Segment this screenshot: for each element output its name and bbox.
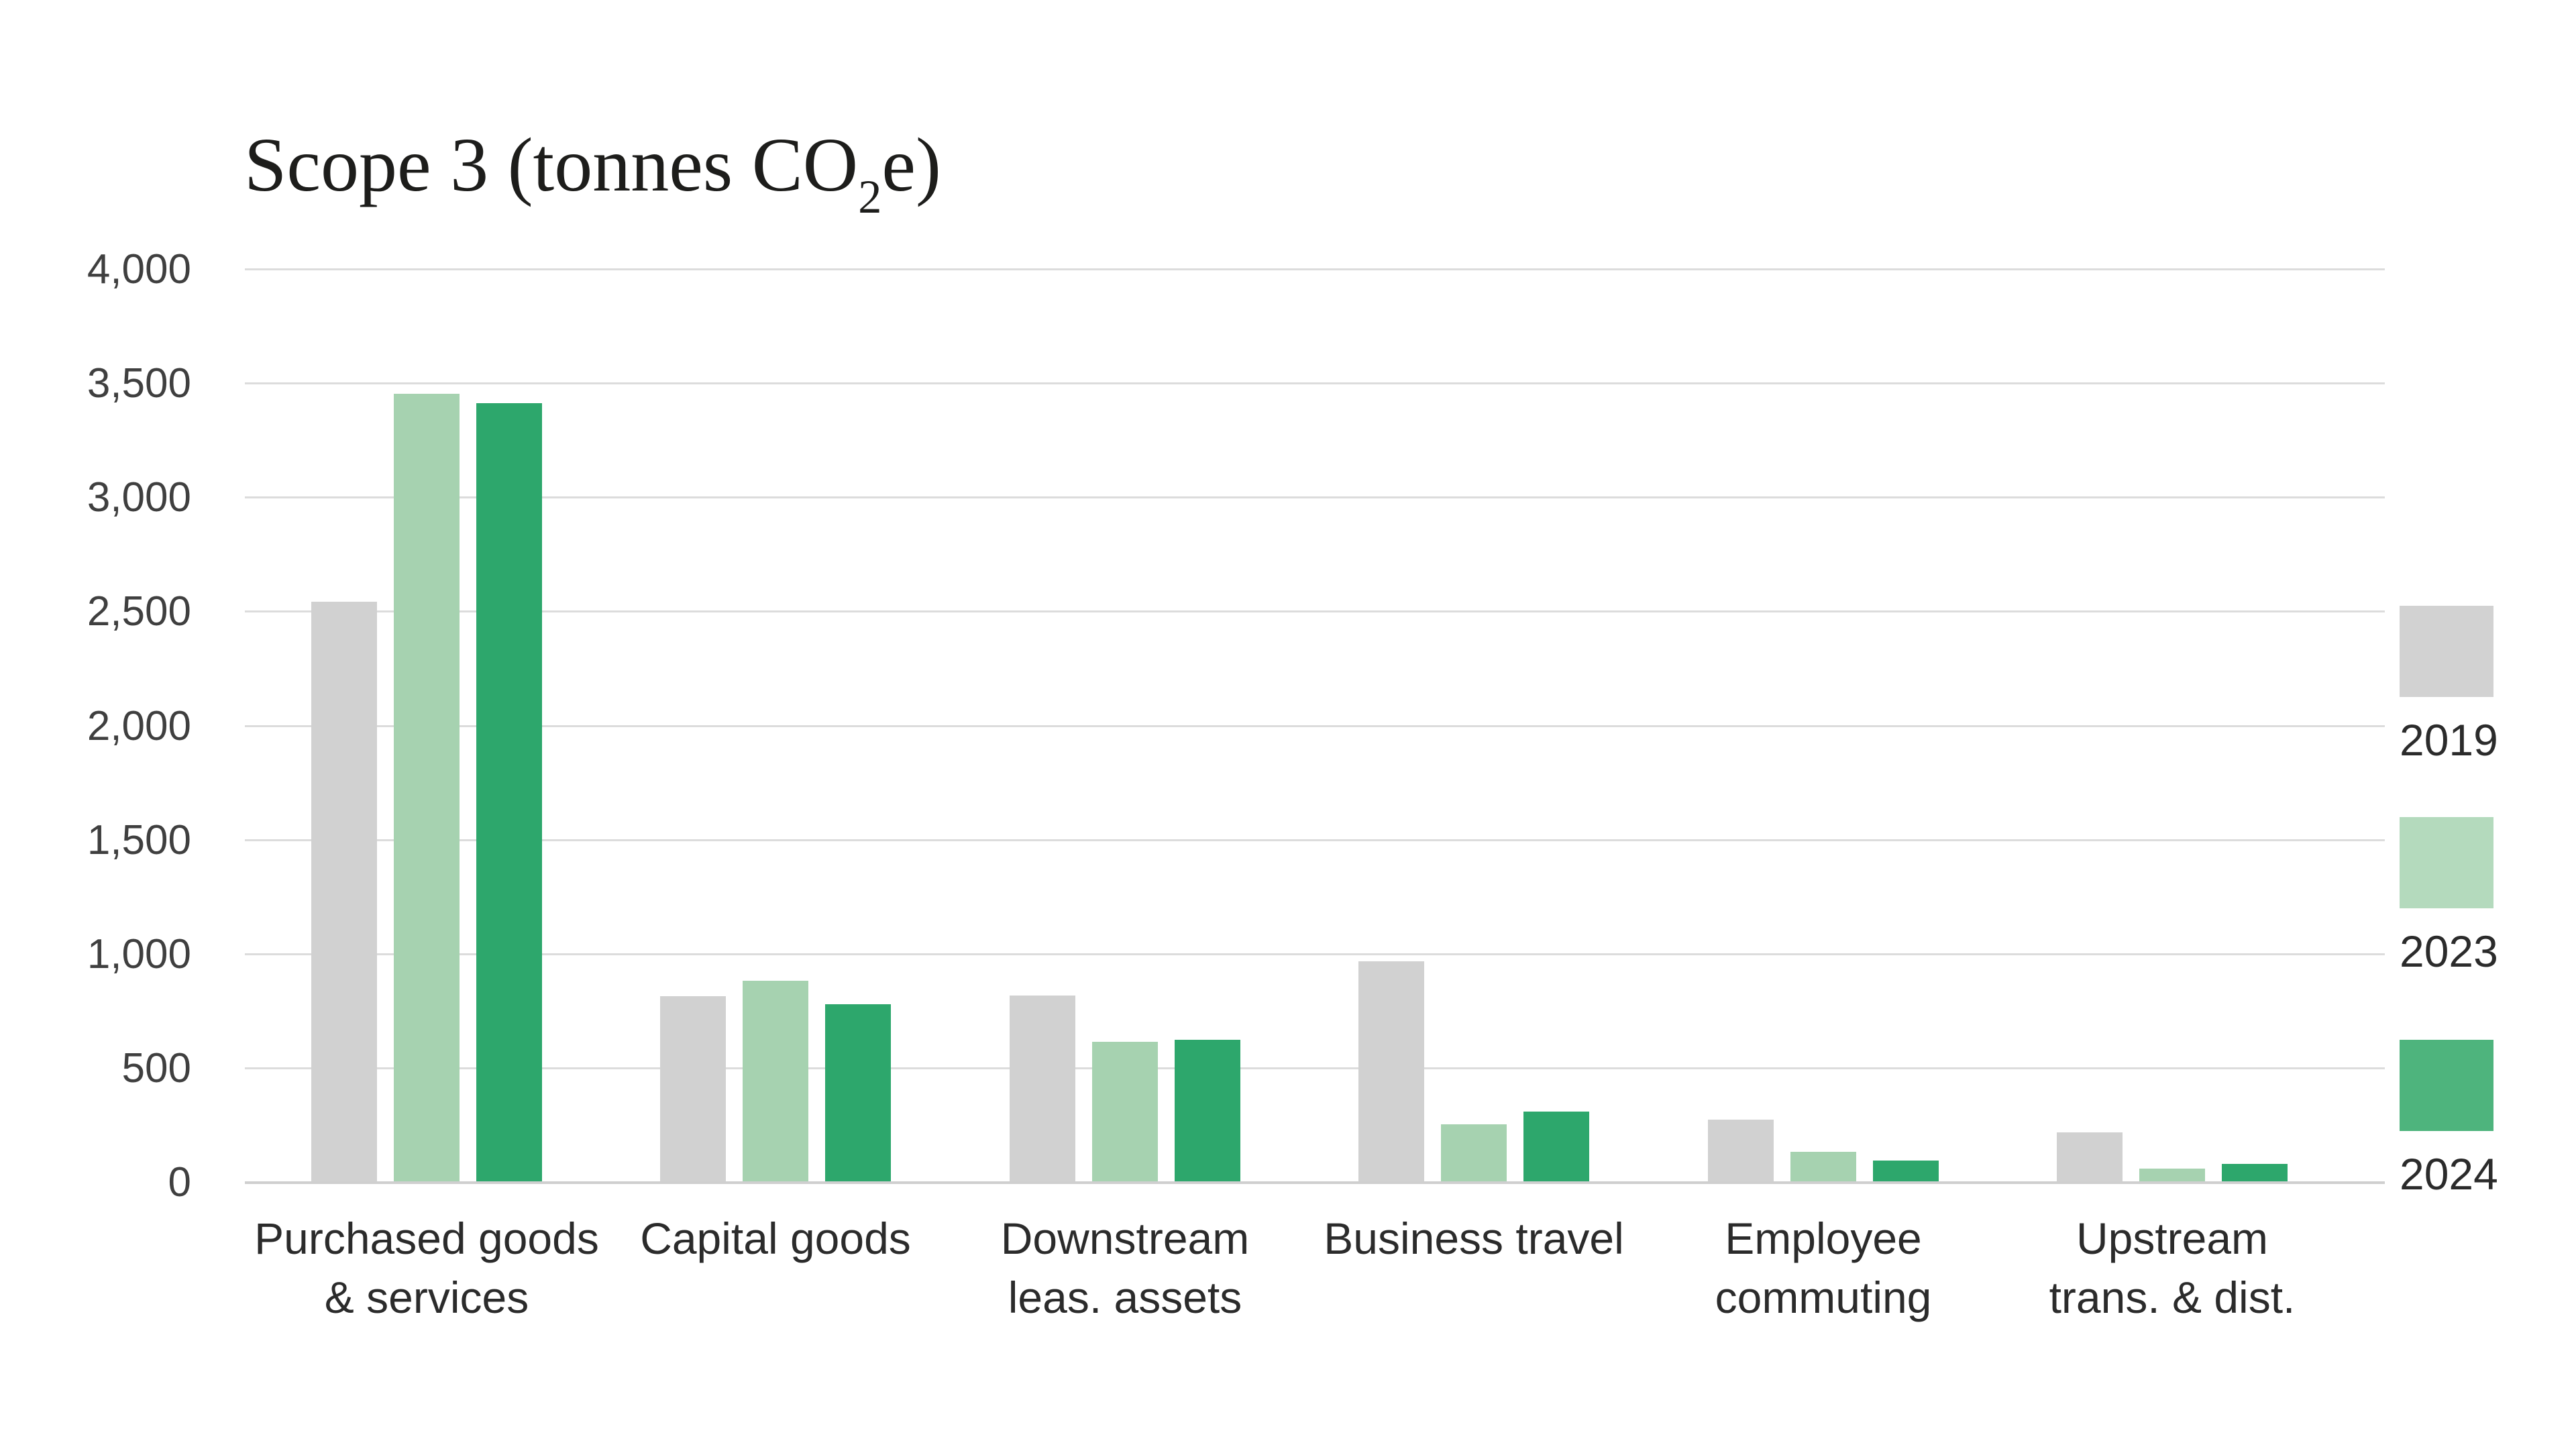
bar-2024-upstream-trans-dist [2222, 1164, 2288, 1181]
legend-swatch-2023 [2400, 817, 2493, 908]
legend-swatch-2019 [2400, 606, 2493, 697]
y-tick-label-2000: 2,000 [87, 702, 191, 749]
legend-label-2019: 2019 [2400, 715, 2498, 765]
plot-area [245, 268, 2385, 1184]
x-category-label-upstream-trans-dist: Upstream trans. & dist. [2049, 1214, 2296, 1323]
bar-2019-downstream-leas-assets [1010, 996, 1075, 1181]
gridline-1500 [245, 839, 2385, 841]
bar-2019-upstream-trans-dist [2057, 1132, 2123, 1181]
y-tick-label-1500: 1,500 [87, 816, 191, 863]
gridline-2000 [245, 725, 2385, 727]
y-tick-label-4000: 4,000 [87, 246, 191, 292]
legend-item-2024: 2024 [2400, 1040, 2498, 1199]
y-tick-label-3000: 3,000 [87, 474, 191, 521]
y-tick-label-2500: 2,500 [87, 588, 191, 635]
legend-item-2023: 2023 [2400, 817, 2498, 977]
bar-2019-capital-goods [660, 996, 726, 1181]
legend-label-2024: 2024 [2400, 1149, 2498, 1199]
x-category-label-employee-commuting: Employee commuting [1715, 1214, 1932, 1323]
chart-title-subscript: 2 [858, 170, 882, 223]
legend-label-2023: 2023 [2400, 926, 2498, 976]
y-tick-label-500: 500 [121, 1044, 191, 1091]
y-tick-label-0: 0 [168, 1159, 191, 1205]
x-category-label-downstream-leas-assets: Downstream leas. assets [1000, 1214, 1250, 1323]
y-tick-label-1000: 1,000 [87, 930, 191, 977]
bar-2024-purchased-goods-services [476, 403, 542, 1181]
bar-2019-purchased-goods-services [311, 602, 377, 1181]
bar-2023-upstream-trans-dist [2139, 1169, 2205, 1181]
bar-2024-downstream-leas-assets [1175, 1040, 1240, 1181]
legend-swatch-2024 [2400, 1040, 2493, 1131]
chart-title-suffix: e) [881, 122, 941, 207]
chart-title-text: Scope 3 (tonnes CO [244, 122, 859, 207]
gridline-3500 [245, 382, 2385, 384]
bar-2019-business-travel [1358, 961, 1424, 1181]
bar-2024-capital-goods [825, 1004, 891, 1181]
bar-2023-business-travel [1441, 1124, 1507, 1181]
bar-2023-employee-commuting [1790, 1152, 1856, 1181]
x-category-label-business-travel: Business travel [1324, 1214, 1624, 1263]
x-category-label-purchased-goods-services: Purchased goods & services [254, 1214, 599, 1323]
gridline-1000 [245, 953, 2385, 955]
legend-item-2019: 2019 [2400, 606, 2498, 765]
chart-title: Scope 3 (tonnes CO2e) [244, 121, 941, 221]
bar-2024-employee-commuting [1873, 1161, 1939, 1181]
bar-2019-employee-commuting [1708, 1120, 1774, 1181]
y-tick-label-3500: 3,500 [87, 360, 191, 407]
x-category-label-capital-goods: Capital goods [640, 1214, 911, 1263]
gridline-0 [245, 1181, 2385, 1184]
gridline-4000 [245, 268, 2385, 270]
gridline-2500 [245, 610, 2385, 612]
gridline-3000 [245, 496, 2385, 498]
bar-2023-downstream-leas-assets [1092, 1042, 1158, 1181]
bar-2023-capital-goods [743, 981, 808, 1181]
bar-2023-purchased-goods-services [394, 394, 460, 1181]
gridline-500 [245, 1067, 2385, 1069]
bar-2024-business-travel [1523, 1112, 1589, 1181]
